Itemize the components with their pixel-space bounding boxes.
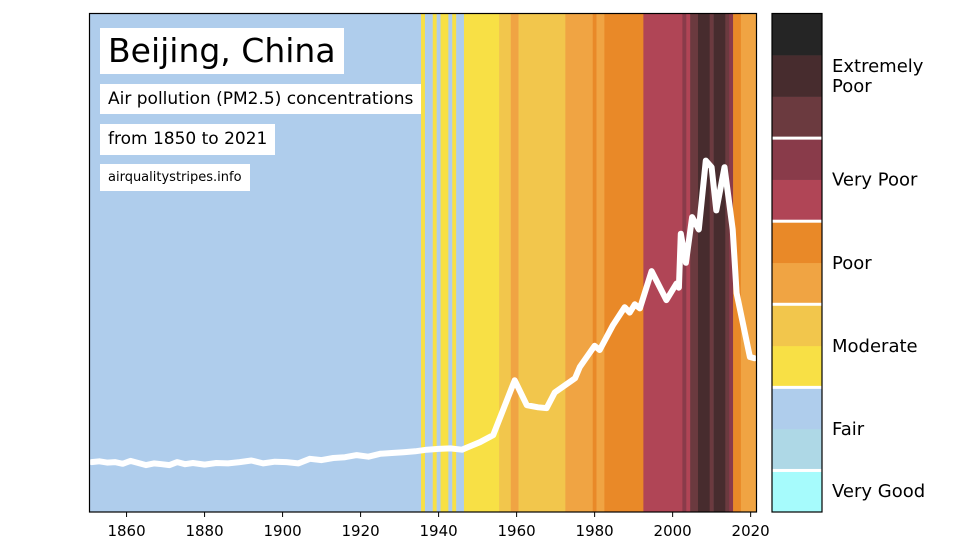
x-tick-label: 1960 xyxy=(498,522,536,540)
stripe xyxy=(456,13,465,512)
plot-frame xyxy=(88,12,758,513)
colorbar-level xyxy=(772,55,822,97)
colorbar-level xyxy=(772,428,822,471)
x-tick-label: 2020 xyxy=(732,522,770,540)
colorbar-level xyxy=(772,221,822,264)
stripe xyxy=(596,13,605,512)
colorbar-level xyxy=(772,345,822,388)
x-tick-label: 1900 xyxy=(263,522,301,540)
stripe xyxy=(713,13,726,512)
colorbar-separator xyxy=(772,468,822,472)
colorbar-category-label: Fair xyxy=(832,419,865,440)
stripe xyxy=(709,13,714,512)
x-tick-label: 1860 xyxy=(107,522,145,540)
colorbar-separator xyxy=(772,302,822,306)
stripe xyxy=(729,13,734,512)
stripe xyxy=(725,13,730,512)
stripe xyxy=(440,13,449,512)
stripe xyxy=(604,13,644,512)
chart-subtitle-line-2: from 1850 to 2021 xyxy=(100,124,276,155)
stripe xyxy=(697,13,710,512)
stripe xyxy=(643,13,683,512)
stripe xyxy=(565,13,593,512)
stripe xyxy=(421,13,426,512)
stripe xyxy=(592,13,597,512)
stripe xyxy=(510,13,519,512)
x-tick-label: 2000 xyxy=(654,522,692,540)
x-tick-label: 1880 xyxy=(185,522,223,540)
x-tick-label: 1940 xyxy=(420,522,458,540)
colorbar-level xyxy=(772,138,822,180)
colorbar-level xyxy=(772,470,822,513)
colorbar-separator xyxy=(772,385,822,389)
stripe xyxy=(432,13,437,512)
stripe xyxy=(452,13,457,512)
colorbar-level xyxy=(772,387,822,430)
colorbar-separator xyxy=(772,136,822,140)
stripe xyxy=(499,13,512,512)
x-tick-label: 1920 xyxy=(341,522,379,540)
colorbar-level xyxy=(772,13,822,56)
colorbar-category-label: Very Good xyxy=(832,481,925,502)
colorbar-separator xyxy=(772,219,822,223)
colorbar-category-label: Extremely Poor xyxy=(832,56,924,97)
chart-subtitle-line-1: Air pollution (PM2.5) concentrations xyxy=(100,84,422,114)
colorbar-category-label: Very Poor xyxy=(832,170,918,191)
stripe xyxy=(436,13,441,512)
colorbar-category-label: Moderate xyxy=(832,336,918,357)
stripe xyxy=(740,13,757,512)
stripe xyxy=(448,13,453,512)
pm25-line xyxy=(88,157,758,469)
x-tick-label: 1980 xyxy=(576,522,614,540)
colorbar-frame xyxy=(771,12,823,513)
colorbar-level xyxy=(772,96,822,139)
colorbar: Very Good Fair Moderate Poor Very Poor Extrem… xyxy=(771,12,925,513)
colorbar-level xyxy=(772,179,822,222)
colorbar-level xyxy=(772,304,822,347)
stripe xyxy=(518,13,566,512)
colorbar-category-label: Poor xyxy=(832,253,872,274)
stripe xyxy=(690,13,699,512)
chart-title: Beijing, China xyxy=(100,28,344,74)
colorbar-level xyxy=(772,262,822,305)
source-label: airqualitystripes.info xyxy=(100,164,250,191)
stripe xyxy=(424,13,434,512)
x-axis: 1860 1880 1900 1920 1940 1960 1980 2000 2020 xyxy=(107,512,770,540)
